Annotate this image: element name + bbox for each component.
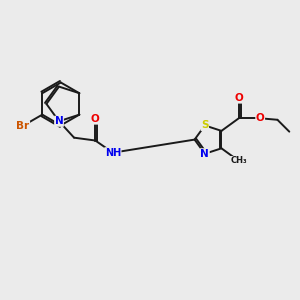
Text: Br: Br	[16, 121, 30, 131]
Text: O: O	[256, 113, 265, 123]
Text: NH: NH	[105, 148, 121, 158]
Text: CH₃: CH₃	[230, 156, 247, 165]
Text: O: O	[234, 93, 243, 103]
Text: N: N	[200, 149, 209, 159]
Text: S: S	[201, 121, 208, 130]
Text: O: O	[91, 114, 100, 124]
Text: N: N	[55, 116, 63, 126]
